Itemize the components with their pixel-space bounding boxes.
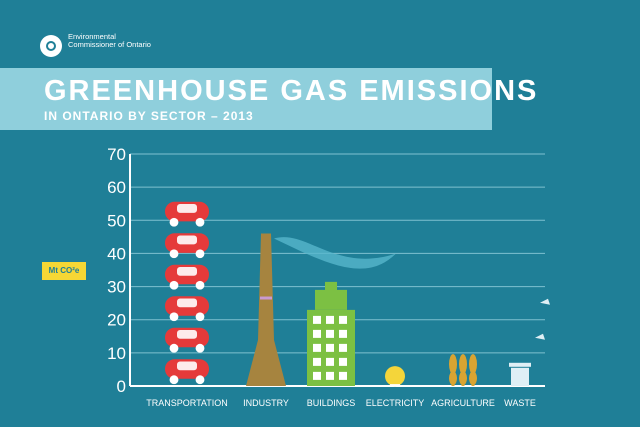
x-category-label: INDUSTRY bbox=[243, 398, 289, 408]
org-name: Environmental Commissioner of Ontario bbox=[68, 32, 151, 49]
bar-transportation bbox=[165, 201, 209, 385]
bar-waste bbox=[509, 298, 550, 386]
org-logo-icon bbox=[40, 35, 62, 57]
org-logo: Environmental Commissioner of Ontario bbox=[40, 33, 151, 59]
y-tick-label: 40 bbox=[107, 244, 126, 263]
x-category-label: TRANSPORTATION bbox=[146, 398, 228, 408]
y-axis-unit-badge: Mt CO²e bbox=[42, 262, 86, 280]
x-category-label: BUILDINGS bbox=[307, 398, 356, 408]
y-tick-label: 30 bbox=[107, 278, 126, 297]
y-tick-label: 60 bbox=[107, 178, 126, 197]
chart-title: GREENHOUSE GAS EMISSIONS bbox=[44, 75, 539, 107]
x-category-label: ELECTRICITY bbox=[366, 398, 425, 408]
y-tick-label: 50 bbox=[107, 211, 126, 230]
x-category-label: AGRICULTURE bbox=[431, 398, 495, 408]
y-tick-label: 10 bbox=[107, 344, 126, 363]
bar-electricity bbox=[385, 366, 405, 387]
chart-subtitle: IN ONTARIO BY SECTOR – 2013 bbox=[44, 109, 254, 123]
bar-industry bbox=[246, 233, 396, 386]
bar-agriculture bbox=[449, 354, 477, 386]
y-tick-label: 20 bbox=[107, 311, 126, 330]
title-banner bbox=[0, 68, 492, 130]
bar-buildings bbox=[307, 281, 355, 386]
x-category-label: WASTE bbox=[504, 398, 536, 408]
y-tick-label: 0 bbox=[117, 377, 126, 396]
y-tick-label: 70 bbox=[107, 145, 126, 164]
